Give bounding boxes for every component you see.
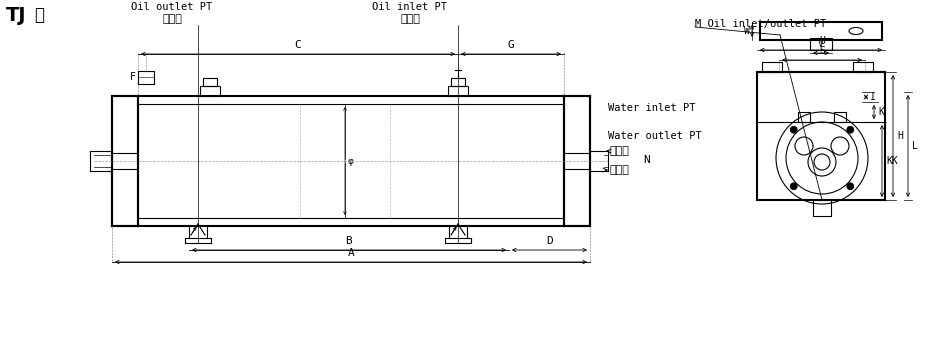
Bar	[813, 200, 831, 216]
Bar	[138, 71, 154, 84]
Circle shape	[790, 183, 797, 190]
Text: 油入口: 油入口	[400, 14, 420, 24]
Text: K: K	[878, 107, 884, 117]
Text: H: H	[897, 131, 902, 141]
Bar	[834, 112, 846, 122]
Text: 油出口: 油出口	[162, 14, 182, 24]
Text: W: W	[744, 26, 750, 36]
Bar	[798, 112, 810, 122]
Text: Water outlet PT: Water outlet PT	[608, 131, 702, 141]
Text: Water inlet PT: Water inlet PT	[608, 103, 695, 113]
Circle shape	[846, 183, 854, 190]
Text: Oil inlet PT: Oil inlet PT	[372, 2, 447, 12]
Text: V: V	[818, 39, 824, 49]
Text: U: U	[819, 36, 825, 46]
Text: KK: KK	[886, 156, 898, 166]
Bar	[112, 96, 138, 226]
Circle shape	[790, 126, 797, 133]
Text: F: F	[130, 72, 136, 82]
Text: φ: φ	[348, 156, 354, 166]
Bar	[448, 86, 468, 96]
Bar	[203, 78, 217, 86]
Bar	[760, 22, 882, 40]
Text: I: I	[870, 92, 876, 102]
Bar	[564, 96, 590, 226]
Text: L: L	[912, 141, 918, 151]
Text: S: S	[819, 46, 825, 56]
Text: N: N	[643, 155, 650, 165]
Text: 型: 型	[34, 6, 44, 24]
Text: C: C	[294, 40, 301, 50]
Text: 出水口: 出水口	[610, 165, 630, 175]
Text: D: D	[546, 236, 553, 246]
Circle shape	[846, 126, 854, 133]
Bar	[853, 62, 873, 72]
Text: 入水口: 入水口	[610, 146, 630, 156]
Bar	[200, 86, 220, 96]
Text: G: G	[507, 40, 514, 50]
Bar	[762, 62, 782, 72]
Text: A: A	[348, 248, 354, 258]
Text: B: B	[346, 236, 352, 246]
Text: Oil outlet PT: Oil outlet PT	[131, 2, 213, 12]
Text: M Oil inlet/outlet PT: M Oil inlet/outlet PT	[695, 19, 826, 29]
Text: TJ: TJ	[6, 6, 27, 25]
Bar	[810, 38, 832, 50]
Bar	[757, 72, 885, 200]
Bar	[451, 78, 465, 86]
